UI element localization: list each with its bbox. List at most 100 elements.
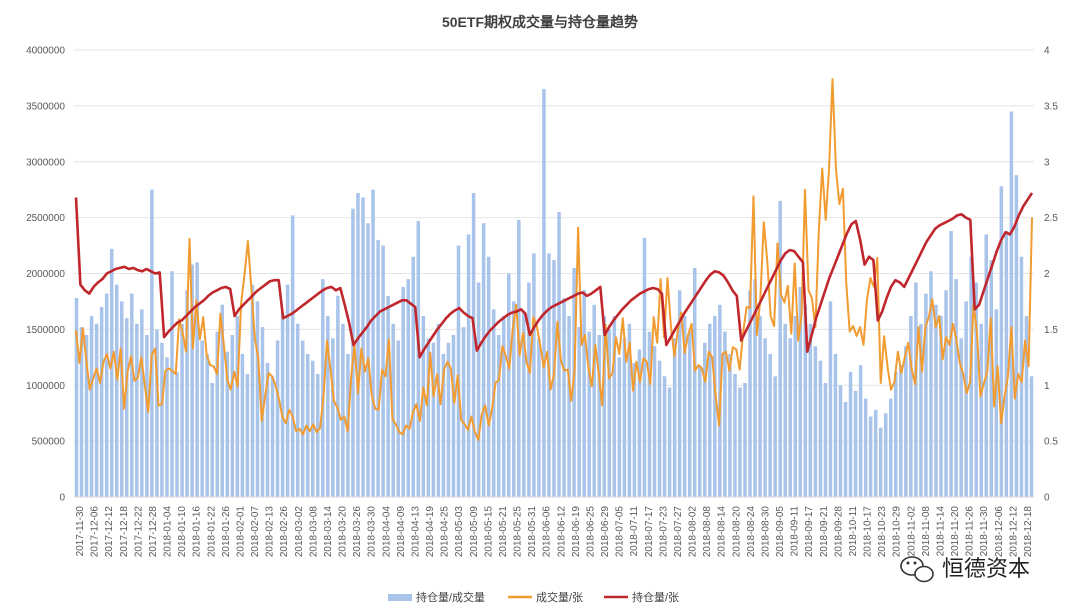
x-tick-label: 2018-09-28 xyxy=(833,506,844,558)
bar xyxy=(195,262,199,497)
bar xyxy=(512,301,516,497)
bar xyxy=(446,342,451,497)
legend-label-oi: 持仓量/张 xyxy=(632,590,679,604)
bar xyxy=(622,338,627,497)
bar xyxy=(255,301,260,497)
bar xyxy=(426,338,431,497)
bar xyxy=(331,338,335,497)
bar xyxy=(647,331,652,497)
x-tick-label: 2018-12-06 xyxy=(994,506,1005,558)
x-tick-label: 2018-10-11 xyxy=(848,506,859,557)
x-axis-labels: 2017-11-30 2017-12-06 2017-12-12 2017-12-18… xyxy=(75,506,1034,558)
bar xyxy=(295,323,300,497)
bar xyxy=(863,398,868,497)
x-tick-label: 2018-10-29 xyxy=(892,506,903,558)
bar xyxy=(341,323,345,497)
bar xyxy=(406,279,410,497)
bar xyxy=(607,329,612,497)
bar xyxy=(959,338,963,497)
bar xyxy=(788,338,792,497)
bar xyxy=(305,353,310,497)
x-tick-label: 2018-05-09 xyxy=(469,506,480,558)
bar xyxy=(592,304,596,497)
bar xyxy=(803,304,808,497)
bar xyxy=(944,290,948,497)
y-right-tick-label: 3.5 xyxy=(1044,101,1058,112)
bar xyxy=(416,220,421,498)
bar xyxy=(954,279,958,497)
x-tick-label: 2018-07-11 xyxy=(629,506,640,557)
x-tick-label: 2018-08-14 xyxy=(717,506,728,558)
bar xyxy=(130,293,134,497)
bar xyxy=(310,360,315,497)
bar xyxy=(914,282,918,497)
bar xyxy=(994,309,999,497)
x-tick-label: 2018-06-25 xyxy=(585,506,596,558)
bar xyxy=(964,301,968,497)
x-tick-label: 2018-02-07 xyxy=(250,506,261,558)
y-axis-left-labels: 0 500000 1000000 1500000 2000000 2500000 30000… xyxy=(26,46,65,504)
bar xyxy=(89,315,94,497)
bar xyxy=(270,376,275,497)
x-tick-label: 2018-05-15 xyxy=(483,506,494,558)
bar xyxy=(336,295,340,497)
bar xyxy=(1024,315,1029,497)
bar xyxy=(501,315,506,497)
bar xyxy=(386,295,390,497)
bar xyxy=(758,315,762,497)
bar xyxy=(125,318,129,497)
y-left-tick-label: 3000000 xyxy=(26,157,65,168)
x-tick-label: 2018-03-30 xyxy=(367,506,378,558)
x-tick-label: 2018-09-11 xyxy=(790,506,801,557)
x-tick-label: 2017-11-30 xyxy=(75,506,86,557)
bar xyxy=(738,387,742,497)
bar xyxy=(642,237,647,498)
bar xyxy=(532,253,536,497)
x-tick-label: 2018-05-25 xyxy=(513,506,524,558)
bar xyxy=(94,323,99,497)
bar xyxy=(818,360,823,497)
x-tick-label: 2018-11-14 xyxy=(935,506,946,557)
bar xyxy=(150,189,154,497)
bar xyxy=(657,360,662,497)
x-tick-label: 2018-01-16 xyxy=(192,506,203,558)
bar xyxy=(843,402,848,497)
bar xyxy=(210,383,214,497)
bar xyxy=(145,334,149,497)
x-tick-label: 2018-11-02 xyxy=(906,506,917,557)
bar xyxy=(451,334,456,497)
x-tick-label: 2018-11-20 xyxy=(950,506,961,557)
x-tick-label: 2018-07-05 xyxy=(615,506,626,558)
bar xyxy=(356,193,360,498)
y-left-tick-label: 1000000 xyxy=(26,381,65,392)
bar xyxy=(109,248,114,497)
bar xyxy=(672,338,677,497)
legend-label-volume: 成交量/张 xyxy=(536,590,583,604)
y-left-tick-label: 2000000 xyxy=(26,269,65,280)
x-tick-label: 2018-05-31 xyxy=(527,506,538,558)
x-tick-label: 2018-04-13 xyxy=(410,506,421,558)
bar xyxy=(79,327,84,497)
x-tick-label: 2018-02-01 xyxy=(235,506,246,558)
bar xyxy=(155,329,159,497)
bar xyxy=(632,362,637,497)
x-tick-label: 2018-06-29 xyxy=(600,506,611,558)
bar xyxy=(507,273,511,497)
bar xyxy=(119,301,124,497)
bar xyxy=(160,342,164,497)
bar xyxy=(527,282,531,497)
bar xyxy=(275,340,280,497)
bar xyxy=(1014,175,1019,497)
y-right-tick-label: 3 xyxy=(1044,157,1050,168)
bar xyxy=(778,200,782,498)
bar xyxy=(838,385,843,497)
y-right-tick-label: 0 xyxy=(1044,493,1050,504)
bar xyxy=(768,353,772,497)
bar xyxy=(873,409,878,497)
bar xyxy=(205,353,209,497)
bar xyxy=(833,353,838,497)
bar xyxy=(481,223,486,497)
bar xyxy=(934,304,938,497)
bar xyxy=(537,338,541,497)
